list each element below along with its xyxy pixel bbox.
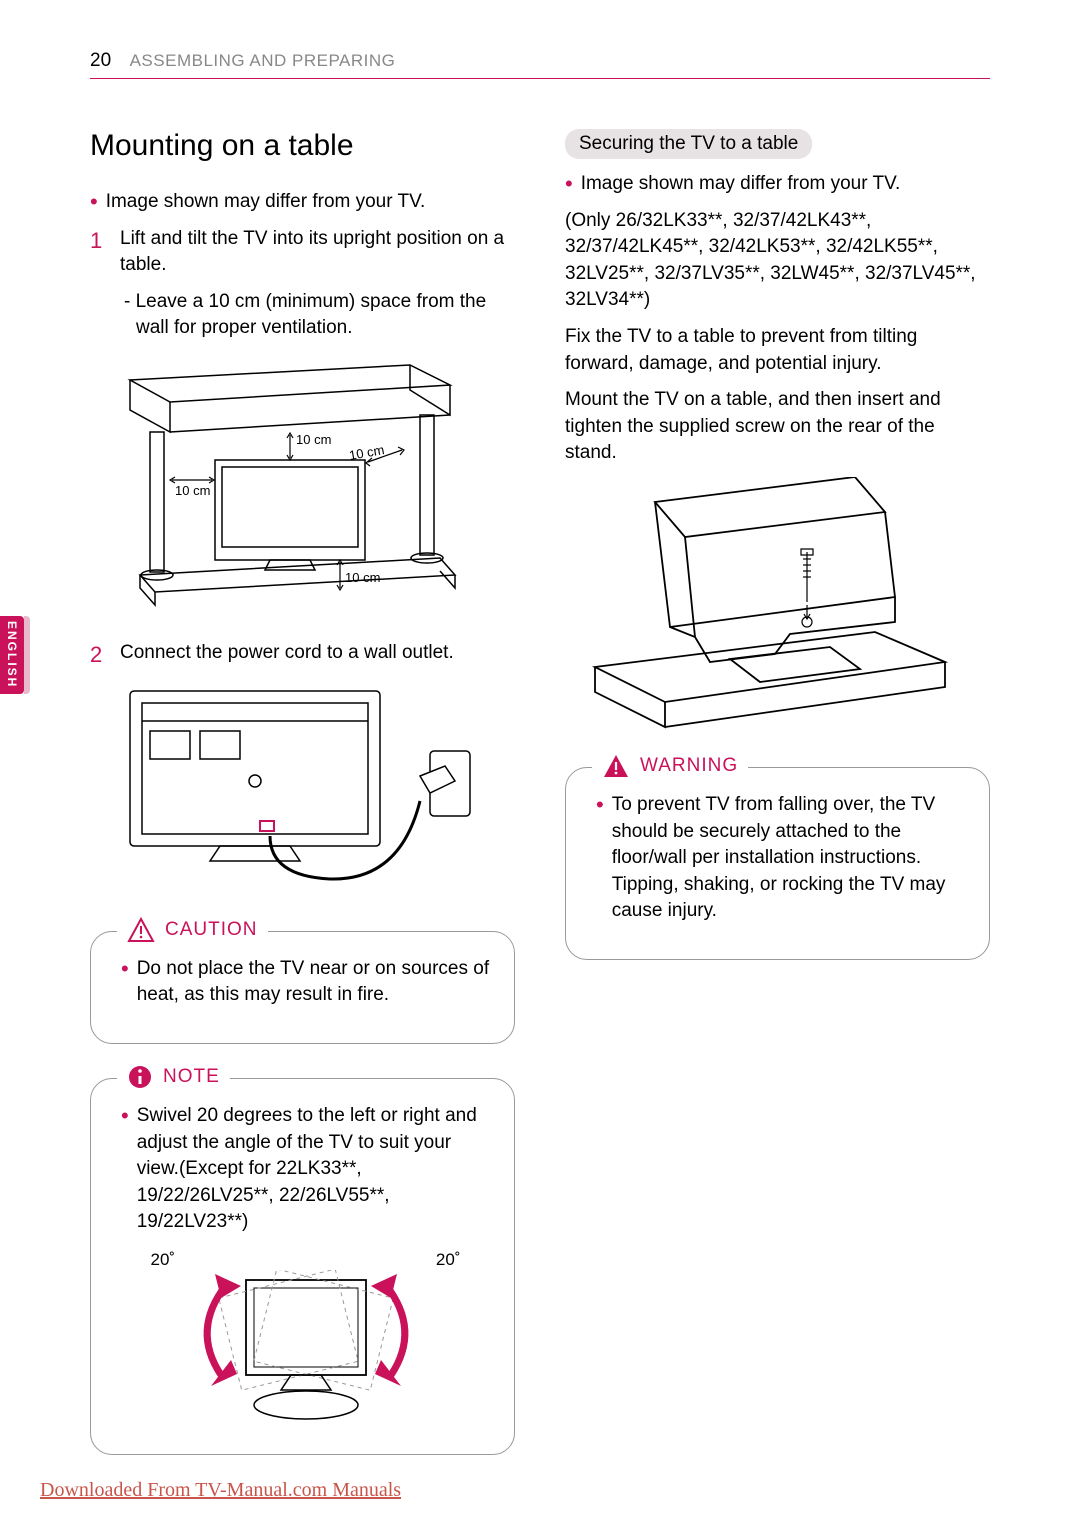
note-box: NOTE • Swivel 20 degrees to the left or … (90, 1078, 515, 1455)
left-column: Mounting on a table • Image shown may di… (90, 129, 515, 1455)
bullet-icon: • (596, 792, 604, 925)
footer-download-link[interactable]: Downloaded From TV-Manual.com Manuals (40, 1479, 401, 1502)
page-content: 20 ASSEMBLING AND PREPARING Mounting on … (0, 0, 1080, 1485)
figure-swivel: 20˚ 20˚ (121, 1250, 490, 1430)
warning-body: To prevent TV from falling over, the TV … (612, 792, 965, 925)
fig1-label-top: 10 cm (296, 432, 331, 447)
bullet-icon: • (121, 956, 129, 1009)
model-list: (Only 26/32LK33**, 32/37/42LK43**, 32/37… (565, 208, 990, 314)
page-number: 20 (90, 50, 111, 71)
warning-triangle-icon (127, 917, 155, 943)
step-text: Connect the power cord to a wall outlet. (120, 640, 454, 671)
securing-pill: Securing the TV to a table (565, 129, 812, 159)
warning-title: WARNING (640, 755, 738, 777)
warning-box: WARNING • To prevent TV from falling ove… (565, 767, 990, 960)
fig1-label-bottom: 10 cm (345, 570, 380, 585)
swivel-right-label: 20˚ (436, 1250, 461, 1270)
note-title: NOTE (163, 1066, 220, 1088)
figure-ventilation: 10 cm 10 cm 10 cm 10 cm (120, 360, 515, 610)
figure-secure-table (575, 477, 990, 737)
section-name: ASSEMBLING AND PREPARING (130, 51, 396, 70)
right-bullet-1: • Image shown may differ from your TV. (565, 171, 990, 198)
bullet-icon: • (565, 171, 573, 198)
step-number: 2 (90, 640, 106, 671)
step-2: 2 Connect the power cord to a wall outle… (90, 640, 515, 671)
caution-box: CAUTION • Do not place the TV near or on… (90, 931, 515, 1044)
right-body-2: Mount the TV on a table, and then insert… (565, 387, 990, 467)
note-body: Swivel 20 degrees to the left or right a… (137, 1103, 490, 1236)
left-bullet-1: • Image shown may differ from your TV. (90, 189, 515, 216)
swivel-left-label: 20˚ (151, 1250, 176, 1270)
step-1: 1 Lift and tilt the TV into its upright … (90, 226, 515, 279)
info-circle-icon (127, 1064, 153, 1090)
mounting-title: Mounting on a table (90, 129, 515, 163)
right-body-1: Fix the TV to a table to prevent from ti… (565, 324, 990, 377)
fig1-label-right: 10 cm (348, 442, 385, 463)
fig1-label-left: 10 cm (175, 483, 210, 498)
page-header: 20 ASSEMBLING AND PREPARING (90, 50, 990, 79)
figure-power-cord (120, 681, 515, 901)
caution-body: Do not place the TV near or on sources o… (137, 956, 490, 1009)
bullet-text: Image shown may differ from your TV. (106, 189, 426, 216)
bullet-text: Image shown may differ from your TV. (581, 171, 901, 198)
step-number: 1 (90, 226, 106, 279)
right-column: Securing the TV to a table • Image shown… (565, 129, 990, 1455)
bullet-icon: • (121, 1103, 129, 1236)
step-1-sub: - Leave a 10 cm (minimum) space from the… (124, 289, 515, 342)
step-text: Lift and tilt the TV into its upright po… (120, 226, 515, 279)
warning-triangle-icon (602, 753, 630, 779)
bullet-icon: • (90, 189, 98, 216)
caution-title: CAUTION (165, 919, 258, 941)
